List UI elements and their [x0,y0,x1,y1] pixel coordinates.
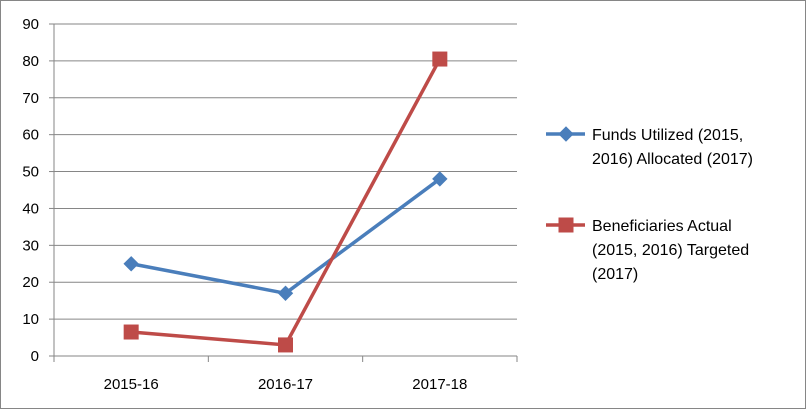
series-line-1 [130,177,441,296]
data-point-diamond [277,285,294,301]
y-tick-label: 0 [31,348,39,365]
x-axis-tick-labels: 2015-16 2016-17 2017-18 [104,376,468,393]
y-tick-label: 40 [22,200,39,217]
data-point-square [278,337,293,353]
series-line-2 [131,58,442,347]
legend: Funds Utilized (2015, 2016) Allocated (20… [546,126,753,283]
y-tick-label: 60 [22,127,39,144]
data-point-square [432,51,448,67]
y-axis-tick-labels: 0 10 20 30 40 50 60 70 80 90 [22,16,39,365]
axes [49,23,518,362]
y-tick-label: 30 [22,237,39,254]
y-tick-label: 90 [22,16,39,33]
x-tick-label: 2016-17 [258,376,313,393]
series-group [123,51,448,353]
y-tick-label: 80 [22,53,39,70]
y-tick-label: 10 [22,311,39,328]
x-tick-label: 2015-16 [104,376,159,393]
data-point-diamond [123,256,139,272]
legend-label: 2016) Allocated (2017) [592,151,753,168]
data-point-square [123,324,139,340]
legend-label: Funds Utilized (2015, [592,127,743,144]
legend-marker-square [558,217,574,233]
legend-label: (2015, 2016) Targeted [592,242,749,259]
y-tick-label: 70 [22,90,39,107]
y-tick-label: 50 [22,164,39,181]
gridlines [54,23,517,320]
y-tick-label: 20 [22,274,39,291]
x-tick-label: 2017-18 [412,376,467,393]
data-point-diamond [432,171,448,187]
legend-marker-diamond [558,126,574,142]
legend-label: (2017) [592,266,638,283]
legend-label: Beneficiaries Actual [592,218,732,235]
